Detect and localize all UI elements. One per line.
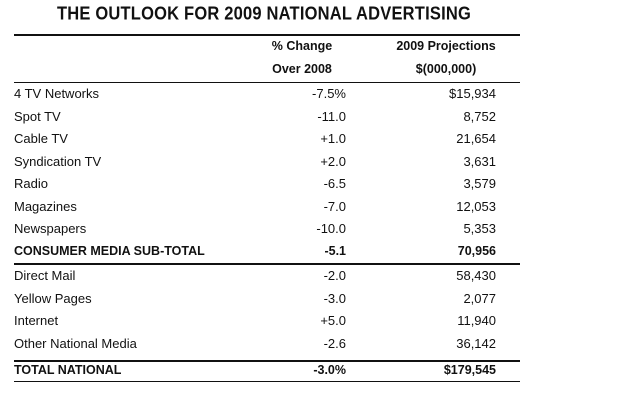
- row-projection: $15,934: [449, 86, 496, 101]
- row-projection: 2,077: [463, 290, 496, 306]
- row-change: -2.0: [323, 268, 346, 283]
- row-name: Internet: [14, 313, 59, 328]
- total-bottom-rule: [14, 381, 520, 382]
- table-row: Yellow Pages -3.0 2,077: [14, 288, 520, 310]
- row-projection: 58,430: [456, 268, 496, 283]
- row-change: -3.0: [323, 290, 346, 306]
- row-change: -2.6: [323, 335, 346, 351]
- header-change-line1: % Change: [271, 39, 333, 53]
- row-projection: 36,142: [456, 335, 496, 351]
- row-change: -6.5: [323, 176, 346, 191]
- table-row: Syndication TV +2.0 3,631: [14, 151, 520, 173]
- row-projection: $179,545: [443, 363, 496, 377]
- row-projection: 5,353: [463, 221, 496, 236]
- subtotal-row: CONSUMER MEDIA SUB-TOTAL -5.1 70,956: [14, 241, 520, 263]
- row-change: -5.1: [324, 243, 346, 258]
- total-row: TOTAL NATIONAL -3.0% $179,545: [14, 360, 520, 382]
- table-row: 4 TV Networks -7.5% $15,934: [14, 83, 520, 105]
- header-projection-line2: $(000,000): [415, 62, 477, 76]
- row-name: Cable TV: [14, 131, 68, 146]
- table-row: Direct Mail -2.0 58,430: [14, 265, 520, 287]
- row-projection: 12,053: [456, 198, 496, 214]
- row-name: Syndication TV: [14, 153, 102, 169]
- subtotal-rule: [14, 263, 520, 265]
- row-name: Direct Mail: [14, 268, 76, 283]
- row-name: CONSUMER MEDIA SUB-TOTAL: [14, 243, 205, 258]
- row-name: 4 TV Networks: [14, 86, 100, 101]
- row-change: -10.0: [316, 221, 346, 236]
- top-rule: [14, 34, 520, 36]
- header-rule: [14, 82, 520, 83]
- table-row: Newspapers -10.0 5,353: [14, 218, 520, 240]
- row-name: Yellow Pages: [14, 290, 92, 306]
- table-row: Cable TV +1.0 21,654: [14, 128, 520, 150]
- table-row: Internet +5.0 11,940: [14, 310, 520, 332]
- row-name: Newspapers: [14, 221, 87, 236]
- row-change: +2.0: [320, 153, 346, 169]
- table-row: Other National Media -2.6 36,142: [14, 333, 520, 355]
- row-change: -11.0: [317, 108, 346, 124]
- table-row: Radio -6.5 3,579: [14, 173, 520, 195]
- row-change: +1.0: [320, 131, 346, 146]
- row-name: Radio: [14, 176, 48, 191]
- row-projection: 3,579: [463, 176, 496, 191]
- row-change: -7.5%: [312, 86, 346, 101]
- row-name: Other National Media: [14, 335, 137, 351]
- row-name: Magazines: [14, 198, 77, 214]
- row-name: Spot TV: [14, 108, 61, 124]
- header-change-line2: Over 2008: [272, 62, 332, 76]
- row-projection: 21,654: [456, 131, 496, 146]
- page-title: THE OUTLOOK FOR 2009 NATIONAL ADVERTISIN…: [56, 4, 471, 25]
- table-row: Spot TV -11.0 8,752: [14, 106, 520, 128]
- row-change: -3.0%: [313, 363, 346, 377]
- row-projection: 8,752: [463, 108, 496, 124]
- row-projection: 11,940: [457, 313, 496, 328]
- total-top-rule: [14, 360, 520, 362]
- row-name: TOTAL NATIONAL: [14, 363, 122, 377]
- header-projection-line1: 2009 Projections: [396, 39, 496, 53]
- row-change: -7.0: [323, 198, 346, 214]
- row-projection: 70,956: [457, 243, 496, 258]
- table-row: Magazines -7.0 12,053: [14, 196, 520, 218]
- row-change: +5.0: [320, 313, 346, 328]
- row-projection: 3,631: [463, 153, 496, 169]
